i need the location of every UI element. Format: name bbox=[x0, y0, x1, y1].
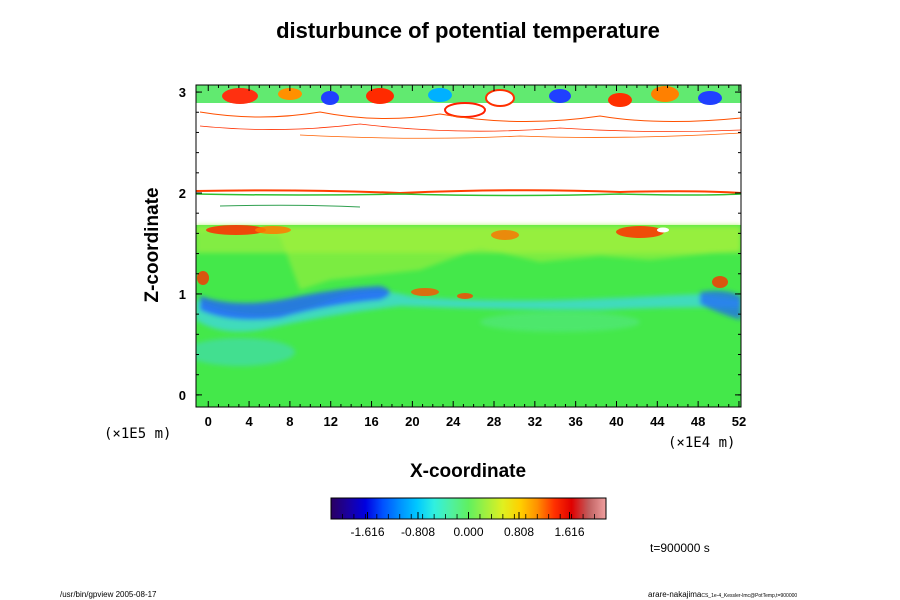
plot-frame bbox=[195, 84, 742, 408]
y-axis-title: Z-coordinate bbox=[142, 187, 163, 302]
x-tick-label: 40 bbox=[609, 414, 623, 429]
y-scale-label: (×1E5 m) bbox=[104, 426, 171, 442]
footer-file: CS_1e-4_Kessler-lmc@PotTemp,t=900000 bbox=[701, 593, 797, 599]
footer-user: arare-nakajima bbox=[648, 590, 702, 599]
y-tick-label: 1 bbox=[179, 287, 186, 302]
x-tick-label: 12 bbox=[323, 414, 337, 429]
y-tick-label: 3 bbox=[179, 85, 186, 100]
x-tick-label: 4 bbox=[245, 414, 253, 429]
y-axis-ticks: 0 1 2 3 bbox=[179, 85, 741, 403]
colorbar-tick-label: 0.808 bbox=[504, 525, 534, 539]
x-tick-label: 36 bbox=[568, 414, 582, 429]
x-tick-label: 48 bbox=[691, 414, 705, 429]
x-tick-label: 24 bbox=[446, 414, 461, 429]
x-tick-label: 16 bbox=[364, 414, 378, 429]
time-label: t=900000 s bbox=[650, 541, 710, 555]
colorbar-tick-label: -1.616 bbox=[350, 525, 384, 539]
x-tick-label: 52 bbox=[732, 414, 746, 429]
colorbar-tick-label: -0.808 bbox=[401, 525, 435, 539]
mid-level-line bbox=[196, 189, 741, 208]
x-tick-label: 44 bbox=[650, 414, 665, 429]
footer-right: arare-nakajimaCS_1e-4_Kessler-lmc@PotTem… bbox=[648, 590, 797, 599]
upper-wave-layer bbox=[196, 85, 741, 139]
x-tick-label: 28 bbox=[487, 414, 501, 429]
x-tick-label: 0 bbox=[205, 414, 212, 429]
x-tick-label: 32 bbox=[528, 414, 542, 429]
colorbar-tick-label: 1.616 bbox=[554, 525, 584, 539]
chart-title: disturbunce of potential temperature bbox=[276, 18, 660, 43]
colorbar-tick-label: 0.000 bbox=[453, 525, 483, 539]
x-tick-label: 8 bbox=[286, 414, 293, 429]
colorbar-ticks: -1.616 -0.808 0.000 0.808 1.616 bbox=[330, 512, 607, 539]
x-axis-title: X-coordinate bbox=[410, 461, 526, 482]
x-tick-label: 20 bbox=[405, 414, 419, 429]
x-axis-ticks: 0 4 8 12 16 20 24 28 32 36 40 44 48 52 bbox=[205, 85, 746, 429]
warm-features bbox=[197, 225, 728, 299]
heatmap-field bbox=[196, 85, 741, 407]
y-tick-label: 2 bbox=[179, 186, 186, 201]
x-scale-label: (×1E4 m) bbox=[668, 435, 735, 451]
y-tick-label: 0 bbox=[179, 388, 186, 403]
footer-left: /usr/bin/gpview 2005-08-17 bbox=[60, 590, 157, 599]
